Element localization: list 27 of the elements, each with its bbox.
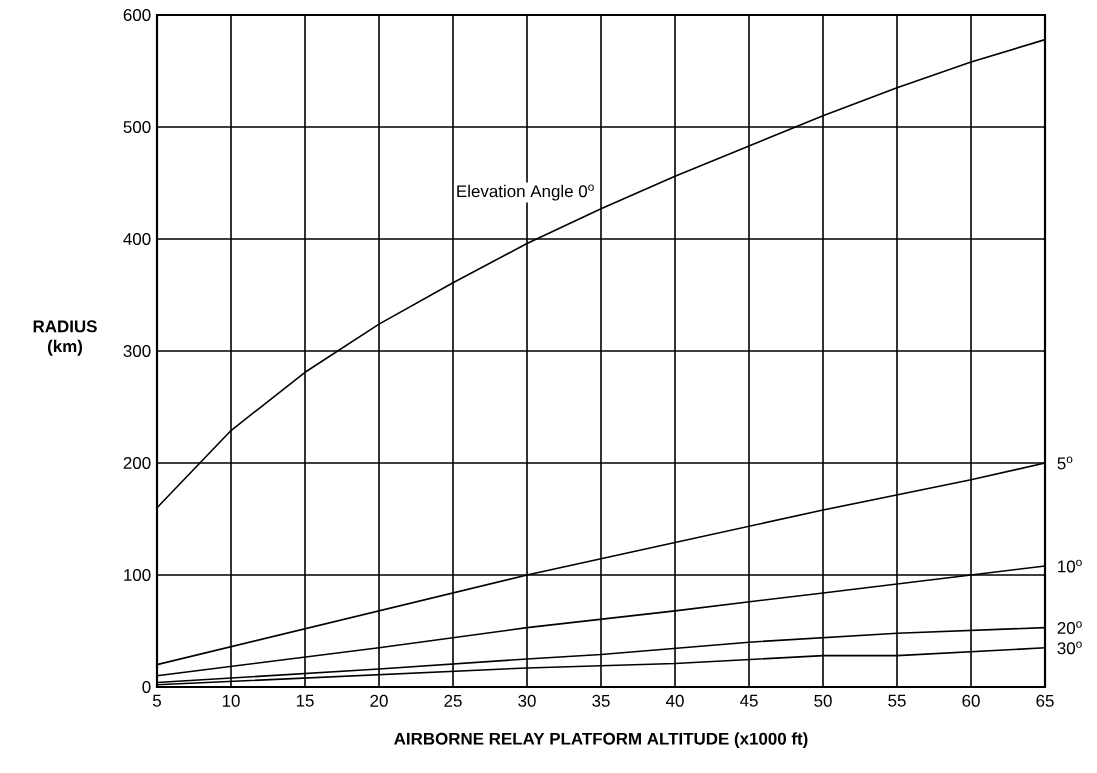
y-tick-label: 600 xyxy=(123,9,151,21)
x-tick-label: 40 xyxy=(665,694,684,707)
y-tick-label: 400 xyxy=(123,233,151,245)
y-tick-label: 300 xyxy=(123,345,151,357)
series-label: Elevation Angle 0$^{o}$ xyxy=(457,184,594,201)
x-tick-label: 35 xyxy=(592,694,610,707)
x-tick-label: 50 xyxy=(814,694,832,707)
x-tick-label: 25 xyxy=(444,694,462,707)
x-tick-label: 30 xyxy=(518,694,536,707)
x-tick-label: 65 xyxy=(1036,694,1054,707)
y-tick-label: 0 xyxy=(142,681,151,693)
x-tick-label: 20 xyxy=(370,694,388,707)
y-tick-label: 500 xyxy=(123,121,151,133)
x-axis-title: AIRBORNE RELAY PLATFORM ALTITUDE (x1000 ft) xyxy=(394,732,808,749)
x-tick-label: 15 xyxy=(296,694,314,707)
x-tick-label: 5 xyxy=(152,694,161,707)
series-label: 20$^{o}$ xyxy=(1057,621,1082,635)
y-axis-title: RADIUS (km) xyxy=(33,320,97,356)
series-label: 5$^{o}$ xyxy=(1057,456,1073,470)
x-tick-label: 45 xyxy=(739,694,758,707)
y-tick-label: 100 xyxy=(124,569,151,581)
y-tick-label: 200 xyxy=(123,457,151,469)
x-tick-label: 55 xyxy=(888,694,906,707)
x-tick-label: 10 xyxy=(222,694,240,707)
x-tick-label: 60 xyxy=(962,694,980,707)
series-label: 10$^{o}$ xyxy=(1058,559,1082,573)
series-label: 30$^{o}$ xyxy=(1057,641,1082,655)
